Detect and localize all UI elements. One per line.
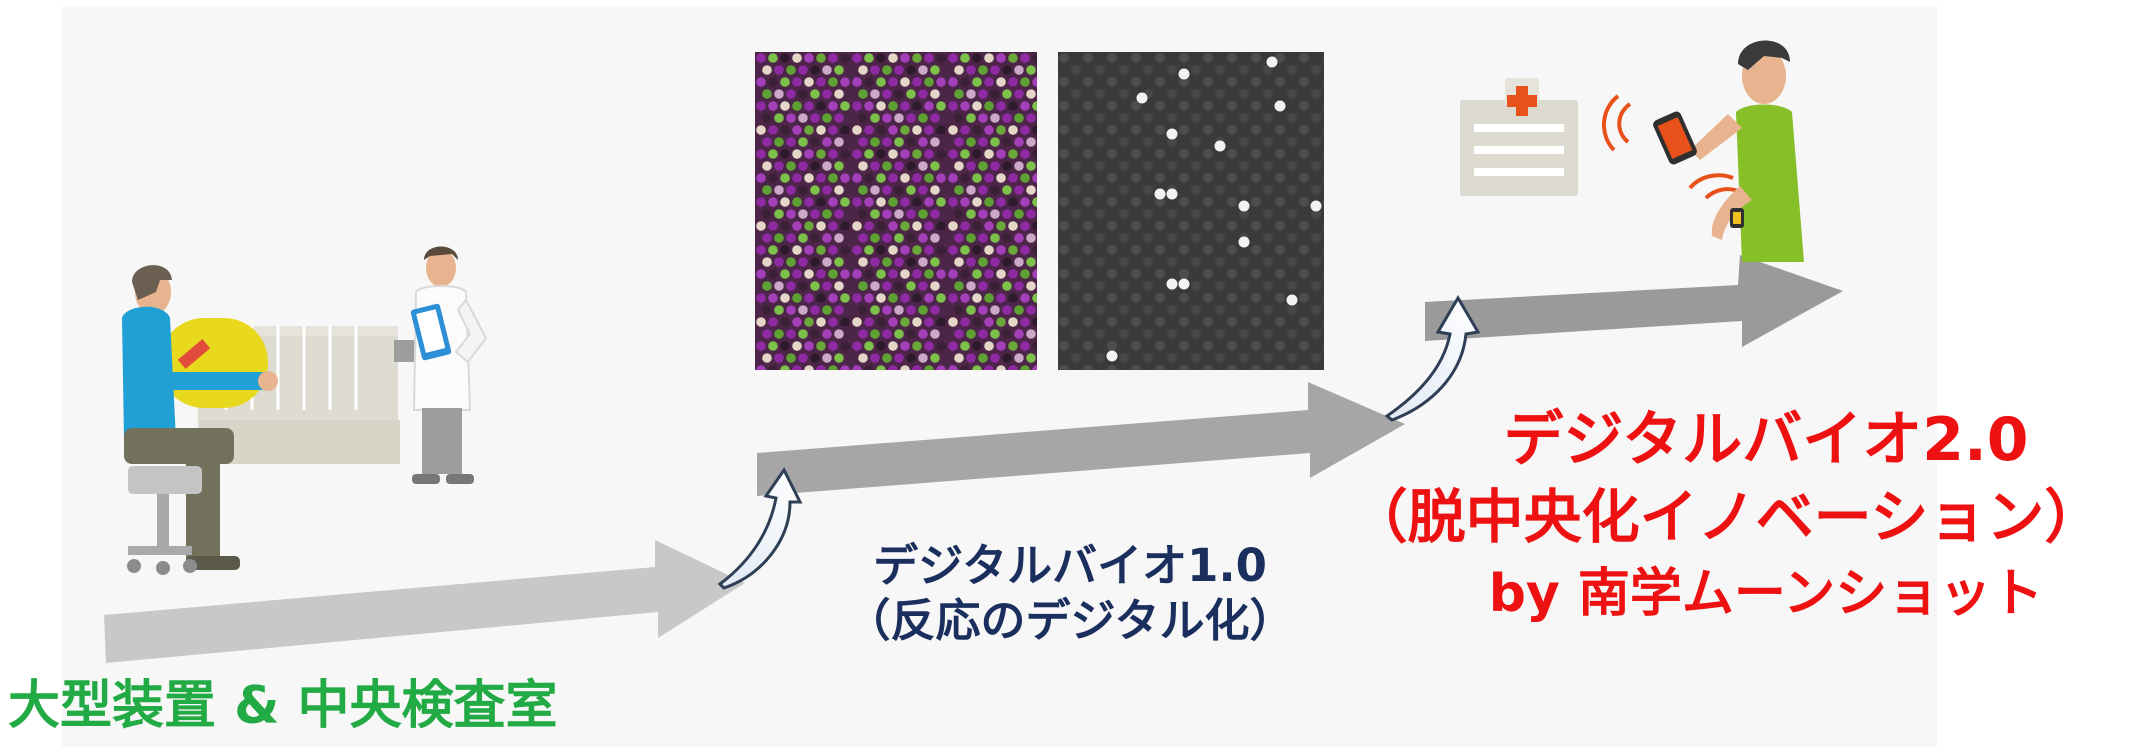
doctor-illustration <box>410 246 488 484</box>
stage2-subtitle: （反応のデジタル化） <box>845 594 1295 647</box>
stage3-byline: by 南学ムーンショット <box>1488 564 2044 624</box>
fluorescence-image-color <box>755 52 1037 370</box>
fluorescence-image-grayscale <box>1058 52 1324 370</box>
stage3-subtitle: （脱中央化イノベーション） <box>1349 483 2103 551</box>
step-arrow-1 <box>104 540 745 663</box>
medical-chart-illustration <box>1460 78 1578 196</box>
patient-illustration <box>122 265 278 575</box>
stage3-title: デジタルバイオ2.0 <box>1503 405 2029 475</box>
curve-up-arrow-2 <box>1384 295 1481 422</box>
stage2-title: デジタルバイオ1.0 <box>873 539 1267 592</box>
stage1-label: 大型装置 & 中央検査室 <box>8 676 558 736</box>
mobile-user-illustration <box>1601 40 1804 262</box>
step-arrow-2 <box>757 382 1405 496</box>
step-arrow-3 <box>1425 255 1843 347</box>
curve-up-arrow-1 <box>717 467 803 590</box>
